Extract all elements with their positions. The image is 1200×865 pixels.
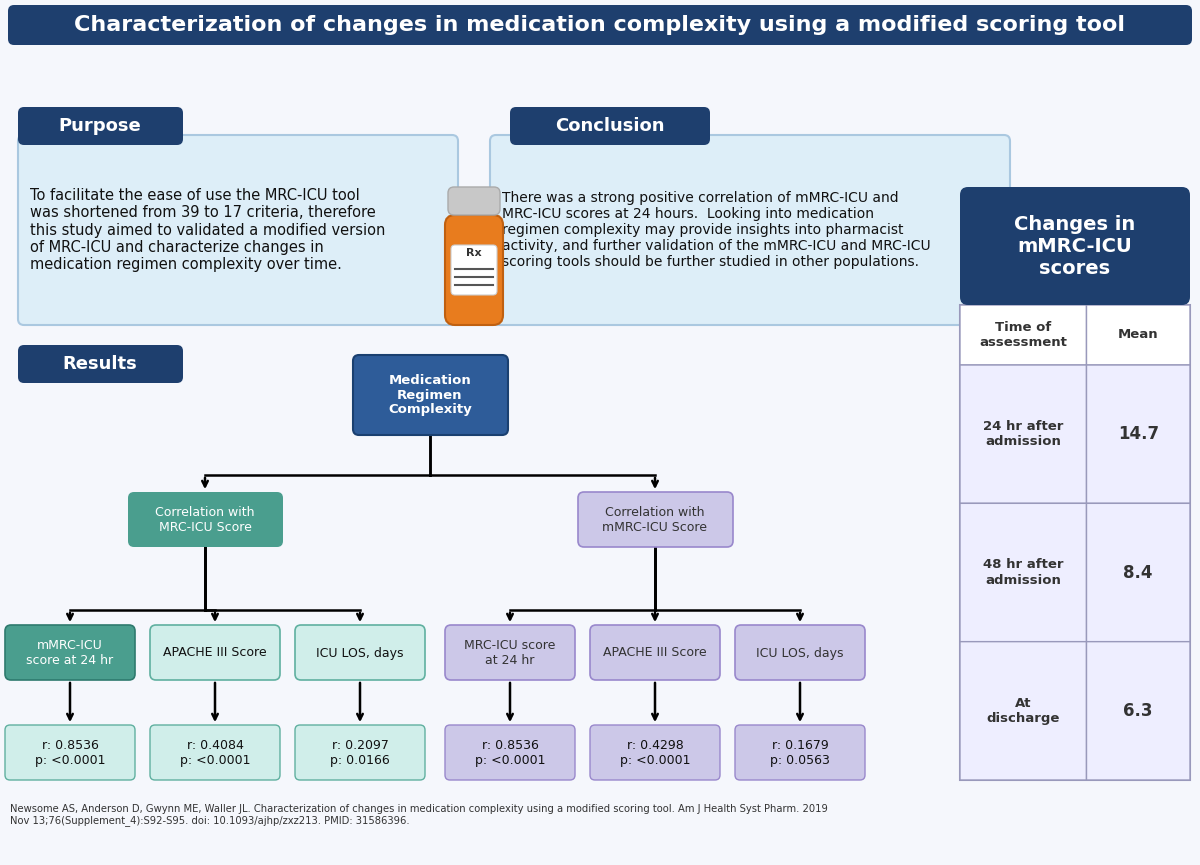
Text: r: 0.8536
p: <0.0001: r: 0.8536 p: <0.0001 — [475, 739, 545, 767]
FancyBboxPatch shape — [353, 355, 508, 435]
Text: r: 0.4298
p: <0.0001: r: 0.4298 p: <0.0001 — [619, 739, 690, 767]
FancyBboxPatch shape — [150, 625, 280, 680]
Text: r: 0.1679
p: 0.0563: r: 0.1679 p: 0.0563 — [770, 739, 830, 767]
Text: 14.7: 14.7 — [1117, 426, 1159, 443]
Text: At
discharge: At discharge — [986, 697, 1060, 725]
FancyBboxPatch shape — [960, 365, 1086, 503]
FancyBboxPatch shape — [734, 725, 865, 780]
FancyBboxPatch shape — [295, 625, 425, 680]
Text: There was a strong positive correlation of mMRC-ICU and
MRC-ICU scores at 24 hou: There was a strong positive correlation … — [502, 190, 931, 269]
FancyBboxPatch shape — [510, 107, 710, 145]
Text: Newsome AS, Anderson D, Gwynn ME, Waller JL. Characterization of changes in medi: Newsome AS, Anderson D, Gwynn ME, Waller… — [10, 804, 828, 826]
Text: Medication
Regimen
Complexity: Medication Regimen Complexity — [388, 374, 472, 417]
FancyBboxPatch shape — [960, 642, 1086, 780]
FancyBboxPatch shape — [578, 492, 733, 547]
Text: ICU LOS, days: ICU LOS, days — [756, 646, 844, 659]
Text: Results: Results — [62, 355, 137, 373]
FancyBboxPatch shape — [18, 135, 458, 325]
FancyBboxPatch shape — [1086, 365, 1190, 503]
Text: 6.3: 6.3 — [1123, 702, 1153, 720]
FancyBboxPatch shape — [128, 492, 283, 547]
FancyBboxPatch shape — [5, 725, 134, 780]
Text: APACHE III Score: APACHE III Score — [163, 646, 266, 659]
Text: r: 0.2097
p: 0.0166: r: 0.2097 p: 0.0166 — [330, 739, 390, 767]
FancyBboxPatch shape — [445, 625, 575, 680]
Text: APACHE III Score: APACHE III Score — [604, 646, 707, 659]
Text: Conclusion: Conclusion — [556, 117, 665, 135]
Text: ICU LOS, days: ICU LOS, days — [317, 646, 403, 659]
Text: Correlation with
MRC-ICU Score: Correlation with MRC-ICU Score — [155, 506, 254, 534]
Text: r: 0.4084
p: <0.0001: r: 0.4084 p: <0.0001 — [180, 739, 251, 767]
FancyBboxPatch shape — [1086, 305, 1190, 365]
Text: 48 hr after
admission: 48 hr after admission — [983, 559, 1063, 586]
Text: 8.4: 8.4 — [1123, 563, 1153, 581]
FancyBboxPatch shape — [18, 107, 182, 145]
FancyBboxPatch shape — [590, 725, 720, 780]
FancyBboxPatch shape — [960, 503, 1086, 642]
FancyBboxPatch shape — [960, 187, 1190, 305]
Text: Changes in
mMRC-ICU
scores: Changes in mMRC-ICU scores — [1014, 215, 1135, 278]
FancyBboxPatch shape — [590, 625, 720, 680]
Text: mMRC-ICU
score at 24 hr: mMRC-ICU score at 24 hr — [26, 639, 114, 667]
FancyBboxPatch shape — [5, 625, 134, 680]
FancyBboxPatch shape — [960, 305, 1086, 365]
Text: Purpose: Purpose — [59, 117, 142, 135]
FancyBboxPatch shape — [150, 725, 280, 780]
FancyBboxPatch shape — [8, 5, 1192, 45]
Text: Mean: Mean — [1118, 329, 1158, 342]
FancyBboxPatch shape — [960, 305, 1190, 780]
FancyBboxPatch shape — [18, 345, 182, 383]
Text: Characterization of changes in medication complexity using a modified scoring to: Characterization of changes in medicatio… — [74, 15, 1126, 35]
Text: Correlation with
mMRC-ICU Score: Correlation with mMRC-ICU Score — [602, 506, 708, 534]
FancyBboxPatch shape — [448, 187, 500, 215]
FancyBboxPatch shape — [445, 725, 575, 780]
FancyBboxPatch shape — [734, 625, 865, 680]
Text: MRC-ICU score
at 24 hr: MRC-ICU score at 24 hr — [464, 639, 556, 667]
Text: Rx: Rx — [466, 248, 482, 258]
FancyBboxPatch shape — [490, 135, 1010, 325]
FancyBboxPatch shape — [1086, 642, 1190, 780]
FancyBboxPatch shape — [451, 245, 497, 295]
Text: To facilitate the ease of use the MRC-ICU tool
was shortened from 39 to 17 crite: To facilitate the ease of use the MRC-IC… — [30, 188, 385, 272]
Text: 24 hr after
admission: 24 hr after admission — [983, 420, 1063, 448]
FancyBboxPatch shape — [1086, 503, 1190, 642]
FancyBboxPatch shape — [445, 215, 503, 325]
Text: r: 0.8536
p: <0.0001: r: 0.8536 p: <0.0001 — [35, 739, 106, 767]
Text: Time of
assessment: Time of assessment — [979, 321, 1067, 349]
FancyBboxPatch shape — [295, 725, 425, 780]
